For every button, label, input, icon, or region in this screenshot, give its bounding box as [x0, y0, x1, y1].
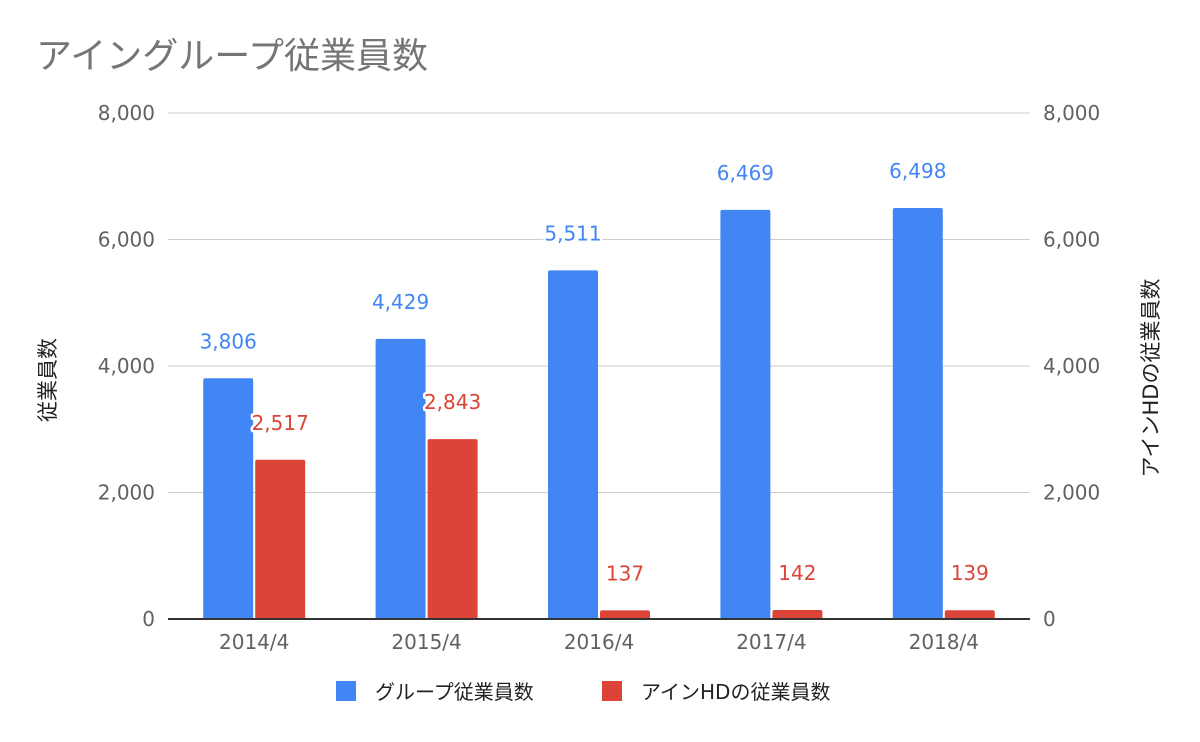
legend-swatch-hd	[602, 681, 622, 701]
data-label-group: 5,511	[544, 221, 601, 245]
data-label-hd: 142	[778, 561, 816, 585]
legend-label-hd: アインHDの従業員数	[641, 680, 830, 704]
bar-group-employees	[203, 378, 254, 619]
data-label-halo: 2,843	[424, 390, 481, 414]
data-label-halo: 6,469	[717, 161, 774, 185]
data-label-halo: 139	[951, 561, 989, 585]
data-label-halo: 6,498	[889, 159, 946, 183]
data-label-group: 3,806	[200, 329, 257, 353]
bar-group-employees	[548, 270, 598, 619]
data-label-halo: 5,511	[544, 221, 601, 245]
y-tick-left: 6,000	[98, 228, 155, 252]
y-tick-right: 4,000	[1043, 354, 1100, 378]
bars	[203, 208, 995, 619]
x-axis-ticks: 2014/4 2015/4 2016/4 2017/4 2018/4	[219, 630, 979, 654]
data-label-group: 6,469	[717, 161, 774, 185]
data-label-halo: 4,429	[372, 290, 429, 314]
data-label-group: 4,429	[372, 290, 429, 314]
gridlines	[168, 112, 1030, 493]
y-tick-left: 0	[142, 607, 155, 631]
x-tick-label: 2017/4	[736, 630, 806, 654]
data-label-hd: 139	[951, 561, 989, 585]
x-tick-label: 2016/4	[564, 630, 634, 654]
y-tick-right: 2,000	[1043, 481, 1100, 505]
chart-title: アイングループ従業員数	[36, 36, 428, 77]
data-label-halo: 3,806	[200, 329, 257, 353]
y-tick-right: 8,000	[1043, 101, 1100, 125]
data-label-halo: 142	[778, 561, 816, 585]
bar-hd-employees	[600, 610, 650, 619]
bar-hd-employees	[427, 439, 478, 619]
data-label-halo: 2,517	[252, 411, 309, 435]
data-label-hd: 2,517	[252, 411, 309, 435]
data-label-hd: 2,843	[424, 390, 481, 414]
legend-swatch-group	[336, 681, 356, 701]
y-axis-left-ticks: 0 2,000 4,000 6,000 8,000	[98, 101, 155, 631]
y-tick-left: 2,000	[98, 481, 155, 505]
data-label-hd: 137	[606, 561, 644, 585]
bar-hd-employees	[944, 610, 995, 619]
bar-hd-employees	[772, 610, 823, 619]
data-label-group: 6,498	[889, 159, 946, 183]
bar-hd-employees	[255, 459, 306, 619]
y-axis-right-label: アインHDの従業員数	[1139, 279, 1163, 478]
y-axis-left-label: 従業員数	[36, 338, 60, 422]
y-tick-right: 6,000	[1043, 228, 1100, 252]
bar-group-employees	[375, 338, 426, 619]
y-tick-right: 0	[1043, 607, 1056, 631]
data-labels: 3,8063,8062,5172,5174,4294,4292,8432,843…	[197, 157, 991, 588]
x-tick-label: 2018/4	[909, 630, 979, 654]
y-axis-right-ticks: 0 2,000 4,000 6,000 8,000	[1043, 101, 1100, 631]
legend: グループ従業員数 アインHDの従業員数	[336, 680, 830, 704]
y-tick-left: 8,000	[98, 101, 155, 125]
x-tick-label: 2015/4	[391, 630, 461, 654]
bar-group-employees	[720, 209, 771, 619]
bar-group-employees	[892, 208, 943, 619]
x-tick-label: 2014/4	[219, 630, 289, 654]
data-label-halo: 137	[606, 561, 644, 585]
y-tick-left: 4,000	[98, 354, 155, 378]
legend-label-group: グループ従業員数	[375, 680, 534, 704]
